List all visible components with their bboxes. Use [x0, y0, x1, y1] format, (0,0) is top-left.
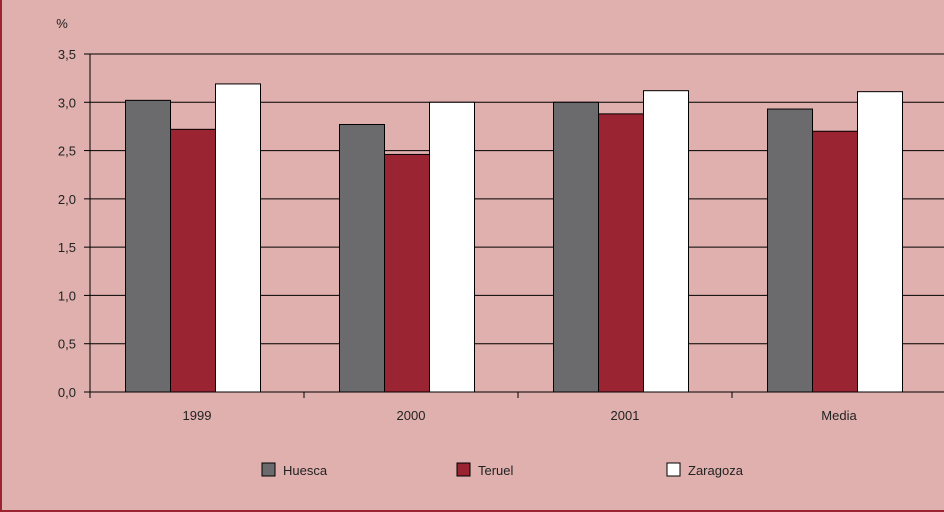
y-tick-label: 3,5 [58, 47, 76, 62]
bar-huesca-2001 [553, 101, 599, 393]
bar-zaragoza-2000 [429, 101, 475, 393]
bar-huesca-media [767, 108, 813, 393]
y-tick-label: 1,5 [58, 240, 76, 255]
legend-swatch-teruel [456, 462, 471, 477]
legend: Huesca Teruel Zaragoza [261, 462, 744, 478]
bar-teruel-2000 [384, 153, 430, 393]
x-tick-label: 1999 [183, 408, 212, 423]
legend-swatch-zaragoza [666, 462, 681, 477]
legend-label-teruel: Teruel [478, 463, 514, 478]
bar-zaragoza-2001 [643, 90, 689, 393]
y-tick-label: 0,0 [58, 385, 76, 400]
bar-zaragoza-media [857, 91, 903, 393]
legend-label-zaragoza: Zaragoza [688, 463, 744, 478]
bar-huesca-2000 [339, 123, 385, 393]
y-tick-label: 0,5 [58, 337, 76, 352]
bar-huesca-1999 [125, 99, 171, 393]
x-tick-label: 2000 [397, 408, 426, 423]
bars [125, 83, 903, 393]
x-tick-label: 2001 [611, 408, 640, 423]
y-tick-label: 2,0 [58, 192, 76, 207]
x-tick-label: Media [821, 408, 857, 423]
bar-zaragoza-1999 [215, 83, 261, 393]
x-axis-ticks: 1999 2000 2001 Media [89, 392, 857, 423]
bar-teruel-2001 [598, 113, 644, 393]
y-tick-label: 2,5 [58, 144, 76, 159]
y-tick-label: 3,0 [58, 95, 76, 110]
y-axis-ticks: 0,0 0,5 1,0 1,5 2,0 2,5 3,0 3,5 [58, 47, 90, 400]
legend-swatch-huesca [261, 462, 276, 477]
y-axis-label: % [56, 16, 68, 31]
legend-label-huesca: Huesca [283, 463, 328, 478]
bar-teruel-media [812, 130, 858, 393]
y-tick-label: 1,0 [58, 288, 76, 303]
bar-teruel-1999 [170, 128, 216, 393]
